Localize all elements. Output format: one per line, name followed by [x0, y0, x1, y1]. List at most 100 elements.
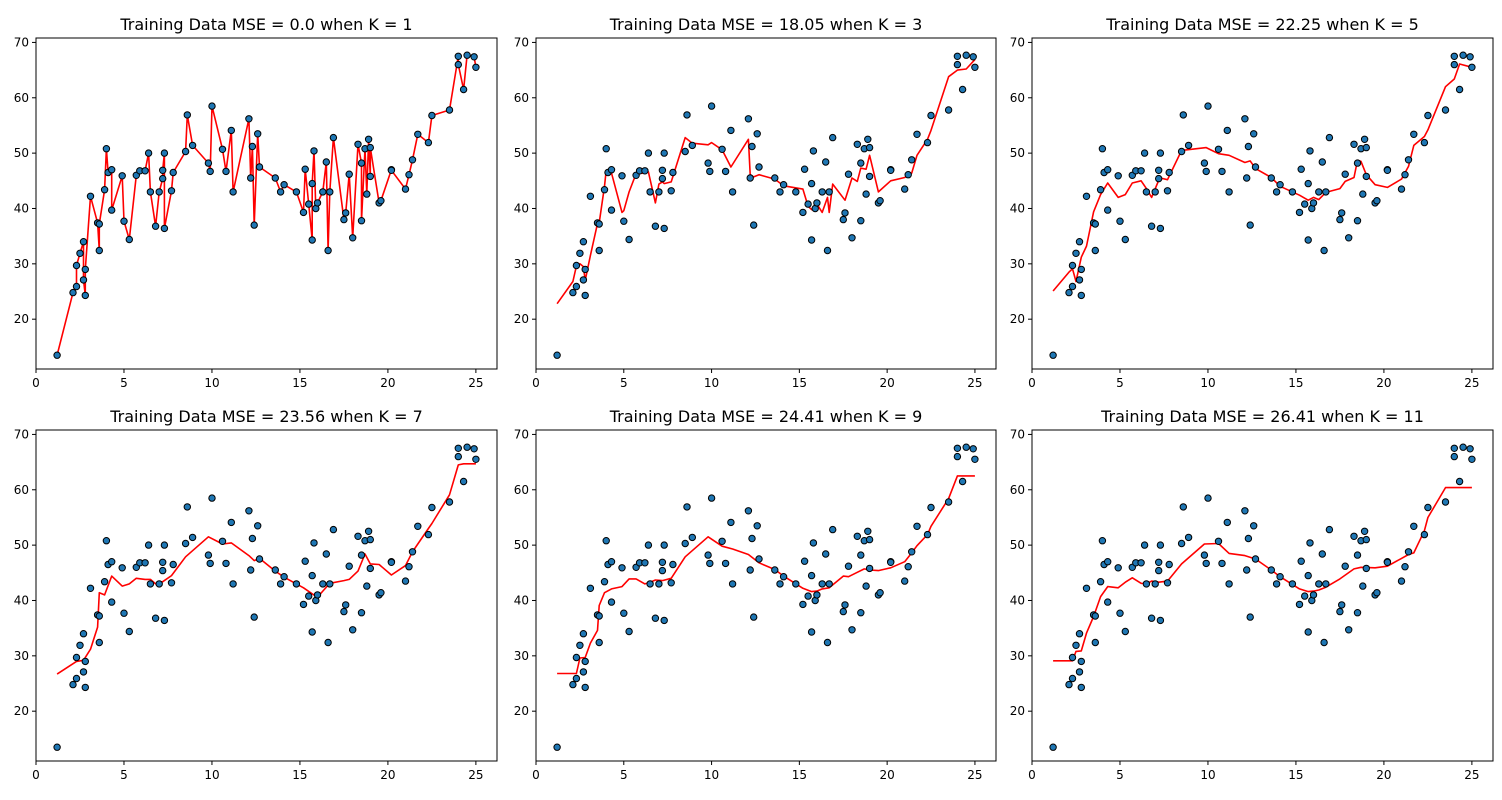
data-point — [1295, 208, 1304, 217]
data-point — [86, 584, 95, 592]
y-tick-label: 40 — [1010, 593, 1025, 607]
x-tick-label: 25 — [967, 376, 982, 390]
x-tick-label: 25 — [1464, 768, 1479, 782]
subplot-k-7: Training Data MSE = 23.56 when K = 7 0 5 10… — [14, 407, 498, 782]
data-point — [454, 452, 462, 461]
data-point — [349, 626, 357, 634]
data-point — [1301, 200, 1309, 208]
data-point — [1202, 559, 1210, 568]
data-point — [363, 190, 371, 198]
data-point — [913, 130, 921, 139]
data-point — [586, 192, 595, 201]
data-point — [658, 174, 667, 183]
data-point — [707, 102, 716, 110]
data-point — [159, 558, 167, 566]
data-point — [146, 188, 155, 196]
data-point — [247, 174, 255, 182]
data-point — [95, 220, 104, 228]
data-point — [1091, 612, 1100, 620]
data-point — [250, 221, 258, 229]
data-point — [1424, 111, 1432, 120]
data-point — [1096, 578, 1105, 586]
data-point — [1049, 743, 1057, 751]
data-point — [818, 580, 826, 588]
data-point — [1325, 133, 1334, 142]
data-point — [463, 51, 471, 59]
data-point — [706, 559, 714, 568]
y-tick-label: 40 — [1010, 201, 1025, 215]
data-point — [120, 217, 128, 225]
y-tick-label: 20 — [1010, 704, 1025, 718]
data-point — [301, 165, 309, 173]
data-point — [144, 541, 153, 549]
data-point — [658, 166, 667, 175]
data-point — [305, 592, 313, 600]
data-point — [1304, 571, 1312, 580]
data-point — [1401, 563, 1409, 571]
data-point — [579, 630, 588, 638]
data-point — [644, 541, 653, 549]
data-point — [1267, 566, 1276, 574]
data-point — [125, 235, 134, 244]
data-point — [887, 558, 895, 566]
y-tick-label: 20 — [1010, 312, 1025, 326]
data-point — [357, 217, 366, 225]
data-point — [1156, 541, 1165, 549]
data-point — [586, 584, 595, 592]
x-tick-label: 20 — [1376, 768, 1391, 782]
data-point — [151, 222, 160, 230]
data-point — [405, 563, 413, 571]
data-point — [245, 115, 253, 123]
data-point — [144, 149, 153, 157]
data-point — [1147, 222, 1156, 230]
data-point — [271, 566, 279, 574]
data-point — [572, 282, 581, 291]
data-point — [958, 477, 967, 486]
data-point — [1353, 609, 1362, 617]
data-point — [108, 206, 116, 214]
data-point — [971, 63, 979, 72]
x-tick-label: 20 — [880, 376, 895, 390]
data-point — [1359, 190, 1367, 198]
data-point — [1204, 102, 1212, 110]
x-tick-label: 15 — [792, 768, 807, 782]
data-point — [823, 246, 832, 255]
knn-fit-line — [56, 54, 477, 356]
y-tick-label: 40 — [14, 201, 29, 215]
data-point — [472, 455, 480, 463]
data-point — [305, 200, 313, 208]
data-point — [1184, 533, 1193, 542]
data-point — [255, 555, 264, 563]
data-point — [188, 141, 197, 150]
data-point — [222, 167, 230, 176]
data-point — [357, 551, 366, 559]
data-point — [857, 217, 865, 225]
data-point — [1116, 217, 1124, 225]
data-point — [667, 579, 675, 587]
x-tick-label: 15 — [292, 376, 307, 390]
data-point — [357, 159, 366, 167]
data-point — [408, 548, 417, 556]
y-tick-label: 70 — [14, 427, 29, 441]
data-point — [1098, 145, 1107, 153]
data-point — [227, 518, 236, 527]
data-point — [1276, 573, 1284, 581]
data-point — [1114, 564, 1122, 572]
data-point — [1251, 163, 1260, 171]
data-point — [825, 580, 833, 588]
data-point — [865, 143, 874, 152]
data-point — [100, 186, 109, 194]
data-point — [953, 444, 962, 452]
subplot-k-9: Training Data MSE = 24.41 when K = 9 0 5 10… — [514, 407, 997, 782]
data-point — [1345, 234, 1353, 242]
data-point — [424, 530, 433, 539]
data-point — [387, 166, 396, 175]
data-point — [953, 60, 962, 69]
data-point — [76, 249, 84, 258]
subplot-title: Training Data MSE = 26.41 when K = 11 — [1100, 407, 1424, 426]
data-point — [750, 613, 758, 621]
data-point — [1177, 539, 1186, 548]
data-point — [1441, 106, 1450, 114]
data-point — [658, 558, 667, 566]
data-point — [744, 507, 753, 515]
